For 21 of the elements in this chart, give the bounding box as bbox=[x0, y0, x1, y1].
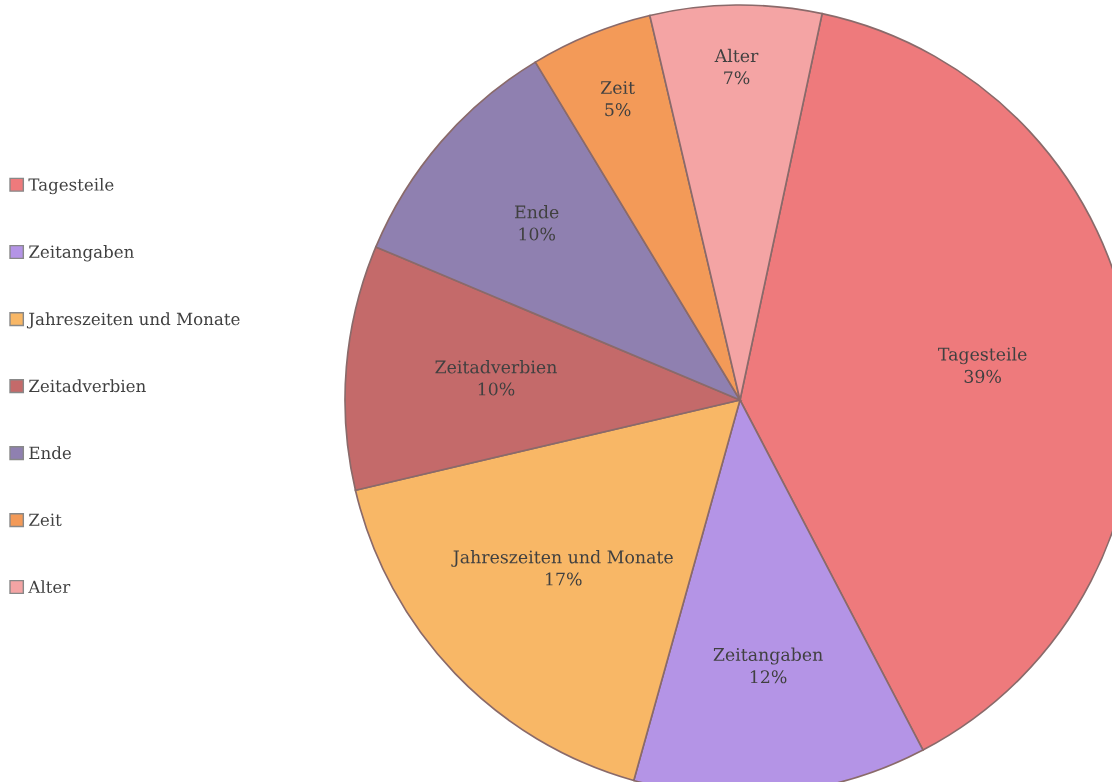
legend-label: Zeit bbox=[29, 513, 62, 527]
data-label: 39% bbox=[964, 369, 1001, 383]
slice-label: Ende bbox=[515, 205, 559, 219]
slice-label: Zeit bbox=[600, 81, 635, 95]
data-label: 12% bbox=[750, 670, 787, 684]
legend-label: Zeitadverbien bbox=[29, 379, 146, 393]
slice-label: Zeitangaben bbox=[713, 647, 823, 665]
data-label: 7% bbox=[724, 71, 750, 85]
legend-label: Tagesteile bbox=[28, 177, 114, 195]
legend-label: Alter bbox=[28, 580, 71, 594]
data-label: 10% bbox=[478, 382, 515, 396]
slice-label: Zeitadverbien bbox=[435, 360, 557, 374]
data-label: 17% bbox=[546, 572, 582, 586]
data-label: 5% bbox=[605, 103, 631, 117]
slice-label: Jahreszeiten und Monate bbox=[451, 550, 673, 567]
legend-label: Jahreszeiten und Monate bbox=[26, 312, 240, 329]
legend-label: Zeitangaben bbox=[29, 245, 134, 262]
slice-label: Tagesteile bbox=[938, 347, 1027, 365]
legend-label: Ende bbox=[29, 446, 71, 460]
slice-label: Alter bbox=[714, 48, 759, 63]
data-label: 10% bbox=[519, 227, 556, 241]
